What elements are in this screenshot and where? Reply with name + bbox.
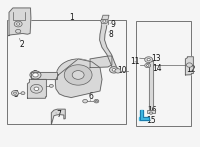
Circle shape	[16, 29, 21, 33]
Circle shape	[147, 59, 150, 61]
Circle shape	[14, 21, 22, 27]
Circle shape	[94, 99, 99, 103]
Text: 7: 7	[56, 111, 61, 120]
Text: 15: 15	[146, 116, 155, 125]
Bar	[7, 20, 126, 125]
Text: 12: 12	[187, 65, 196, 74]
Circle shape	[115, 69, 121, 73]
Polygon shape	[28, 79, 46, 98]
Polygon shape	[102, 15, 109, 20]
Circle shape	[11, 91, 19, 96]
Text: 5: 5	[13, 90, 18, 99]
Polygon shape	[100, 24, 116, 66]
Text: 3: 3	[32, 70, 37, 79]
Circle shape	[49, 84, 53, 87]
Circle shape	[186, 63, 192, 67]
Circle shape	[56, 59, 100, 91]
Text: 10: 10	[117, 66, 127, 75]
Circle shape	[64, 65, 92, 85]
Polygon shape	[9, 8, 31, 36]
Circle shape	[145, 57, 153, 63]
Circle shape	[30, 71, 41, 79]
Circle shape	[21, 92, 25, 95]
Circle shape	[30, 84, 42, 93]
Circle shape	[95, 100, 97, 102]
Circle shape	[33, 73, 38, 77]
Circle shape	[72, 71, 84, 79]
Circle shape	[149, 112, 153, 114]
Polygon shape	[139, 117, 149, 120]
Circle shape	[17, 23, 20, 25]
Circle shape	[101, 19, 108, 24]
Bar	[147, 111, 155, 113]
Text: 14: 14	[152, 64, 161, 73]
Text: 16: 16	[147, 106, 156, 115]
Text: 1: 1	[69, 13, 74, 22]
Circle shape	[110, 67, 118, 73]
Text: 11: 11	[130, 57, 140, 66]
Polygon shape	[31, 72, 57, 79]
Circle shape	[83, 99, 87, 103]
Polygon shape	[140, 110, 143, 118]
Circle shape	[103, 20, 106, 22]
Circle shape	[146, 65, 149, 66]
Polygon shape	[55, 59, 102, 97]
Circle shape	[112, 69, 116, 71]
Text: 6: 6	[89, 92, 94, 101]
Text: 4: 4	[36, 85, 41, 94]
Polygon shape	[101, 21, 108, 24]
Circle shape	[145, 63, 151, 68]
Text: 13: 13	[151, 54, 160, 64]
Polygon shape	[149, 61, 153, 112]
Polygon shape	[90, 56, 112, 68]
Polygon shape	[51, 109, 65, 125]
Circle shape	[14, 92, 16, 94]
Circle shape	[34, 87, 39, 91]
Polygon shape	[185, 57, 193, 75]
Text: 2: 2	[19, 40, 24, 49]
Bar	[136, 21, 191, 126]
Text: 9: 9	[110, 20, 115, 29]
Text: 8: 8	[109, 30, 113, 39]
